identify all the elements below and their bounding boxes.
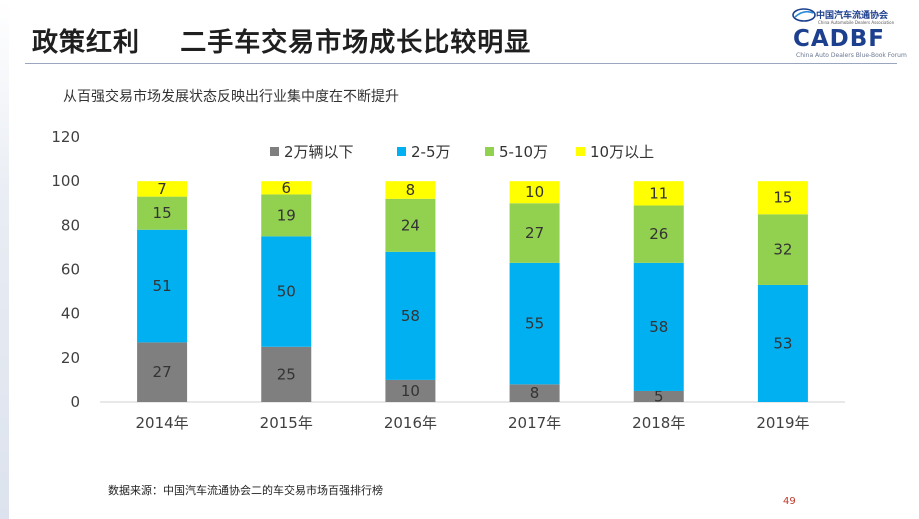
- bar-segment: [509, 262, 560, 385]
- data-label: 15: [153, 204, 172, 222]
- data-label: 8: [530, 384, 540, 402]
- data-label: 11: [649, 184, 668, 202]
- data-label: 10: [401, 382, 420, 400]
- y-tick-label: 60: [61, 261, 80, 279]
- data-source-note: 数据来源：中国汽车流通协会二的车交易市场百强排行榜: [108, 484, 383, 497]
- bar-segment: [261, 236, 312, 347]
- data-label: 53: [773, 334, 792, 352]
- data-label: 58: [401, 307, 420, 325]
- legend-label: 5-10万: [499, 143, 548, 161]
- chart-subtitle: 从百强交易市场发展状态反映出行业集中度在不断提升: [63, 89, 399, 105]
- data-label: 27: [153, 363, 172, 381]
- bar-segment: [509, 384, 560, 402]
- data-label: 26: [649, 225, 668, 243]
- legend-swatch: [270, 147, 279, 156]
- x-category-label: 2019年: [756, 414, 809, 432]
- legend-swatch: [576, 147, 585, 156]
- x-category-label: 2018年: [632, 414, 685, 432]
- bar-segment: [757, 214, 808, 285]
- bar-segment: [633, 262, 684, 391]
- data-label: 19: [277, 206, 296, 224]
- x-category-label: 2014年: [135, 414, 188, 432]
- logo-forum: China Auto Dealers Blue-Book Forum: [796, 52, 907, 59]
- page-title: 政策红利 二手车交易市场成长比较明显: [32, 28, 532, 58]
- data-label: 55: [525, 315, 544, 333]
- data-label: 51: [153, 277, 172, 295]
- bar-segment: [385, 379, 436, 402]
- bar-segment: [137, 181, 188, 197]
- legend-swatch: [397, 147, 406, 156]
- bar-segment: [385, 181, 436, 199]
- bar-segment: [509, 181, 560, 204]
- bar-segment: [633, 390, 684, 402]
- data-label: 8: [406, 181, 416, 199]
- bar-segment: [137, 342, 188, 402]
- y-tick-label: 20: [61, 349, 80, 367]
- x-category-label: 2017年: [508, 414, 561, 432]
- data-label: 25: [277, 365, 296, 383]
- bar-segment: [385, 198, 436, 252]
- data-label: 27: [525, 224, 544, 242]
- data-label: 6: [281, 179, 291, 197]
- cadbf-logo: 中国汽车流通协会 China Automobile Dealers Associ…: [790, 6, 910, 64]
- title-divider: [25, 63, 897, 64]
- legend-swatch: [485, 147, 494, 156]
- bar-segment: [137, 196, 188, 230]
- data-label: 15: [773, 189, 792, 207]
- bar-segment: [757, 284, 808, 402]
- bar-segment: [757, 181, 808, 215]
- data-label: 7: [157, 180, 167, 198]
- data-label: 24: [401, 216, 420, 234]
- y-tick-label: 120: [51, 128, 80, 146]
- bar-segment: [385, 251, 436, 380]
- logo-org-cn: 中国汽车流通协会: [816, 11, 889, 21]
- bar-segment: [633, 181, 684, 206]
- y-tick-label: 80: [61, 216, 80, 234]
- legend-label: 2-5万: [411, 143, 451, 161]
- legend-label: 2万辆以下: [284, 143, 354, 161]
- logo-name: CADBF: [793, 26, 886, 52]
- y-tick-label: 40: [61, 305, 80, 323]
- data-label: 58: [649, 318, 668, 336]
- bar-segment: [633, 205, 684, 263]
- x-category-label: 2016年: [384, 414, 437, 432]
- x-category-label: 2015年: [260, 414, 313, 432]
- y-tick-label: 0: [70, 393, 80, 411]
- bar-segment: [261, 181, 312, 195]
- legend-label: 10万以上: [590, 143, 654, 161]
- y-tick-label: 100: [51, 172, 80, 190]
- bar-segment: [261, 194, 312, 237]
- page-number: 49: [783, 496, 796, 507]
- data-label: 32: [773, 241, 792, 259]
- cada-emblem-icon: [792, 8, 816, 22]
- bar-segment: [509, 203, 560, 263]
- logo-org-en: China Automobile Dealers Association: [818, 20, 895, 25]
- bar-segment: [261, 346, 312, 402]
- data-label: 50: [277, 283, 296, 301]
- left-accent-bar: [0, 0, 9, 519]
- data-label: 5: [654, 387, 664, 405]
- data-label: 10: [525, 183, 544, 201]
- bar-segment: [137, 229, 188, 343]
